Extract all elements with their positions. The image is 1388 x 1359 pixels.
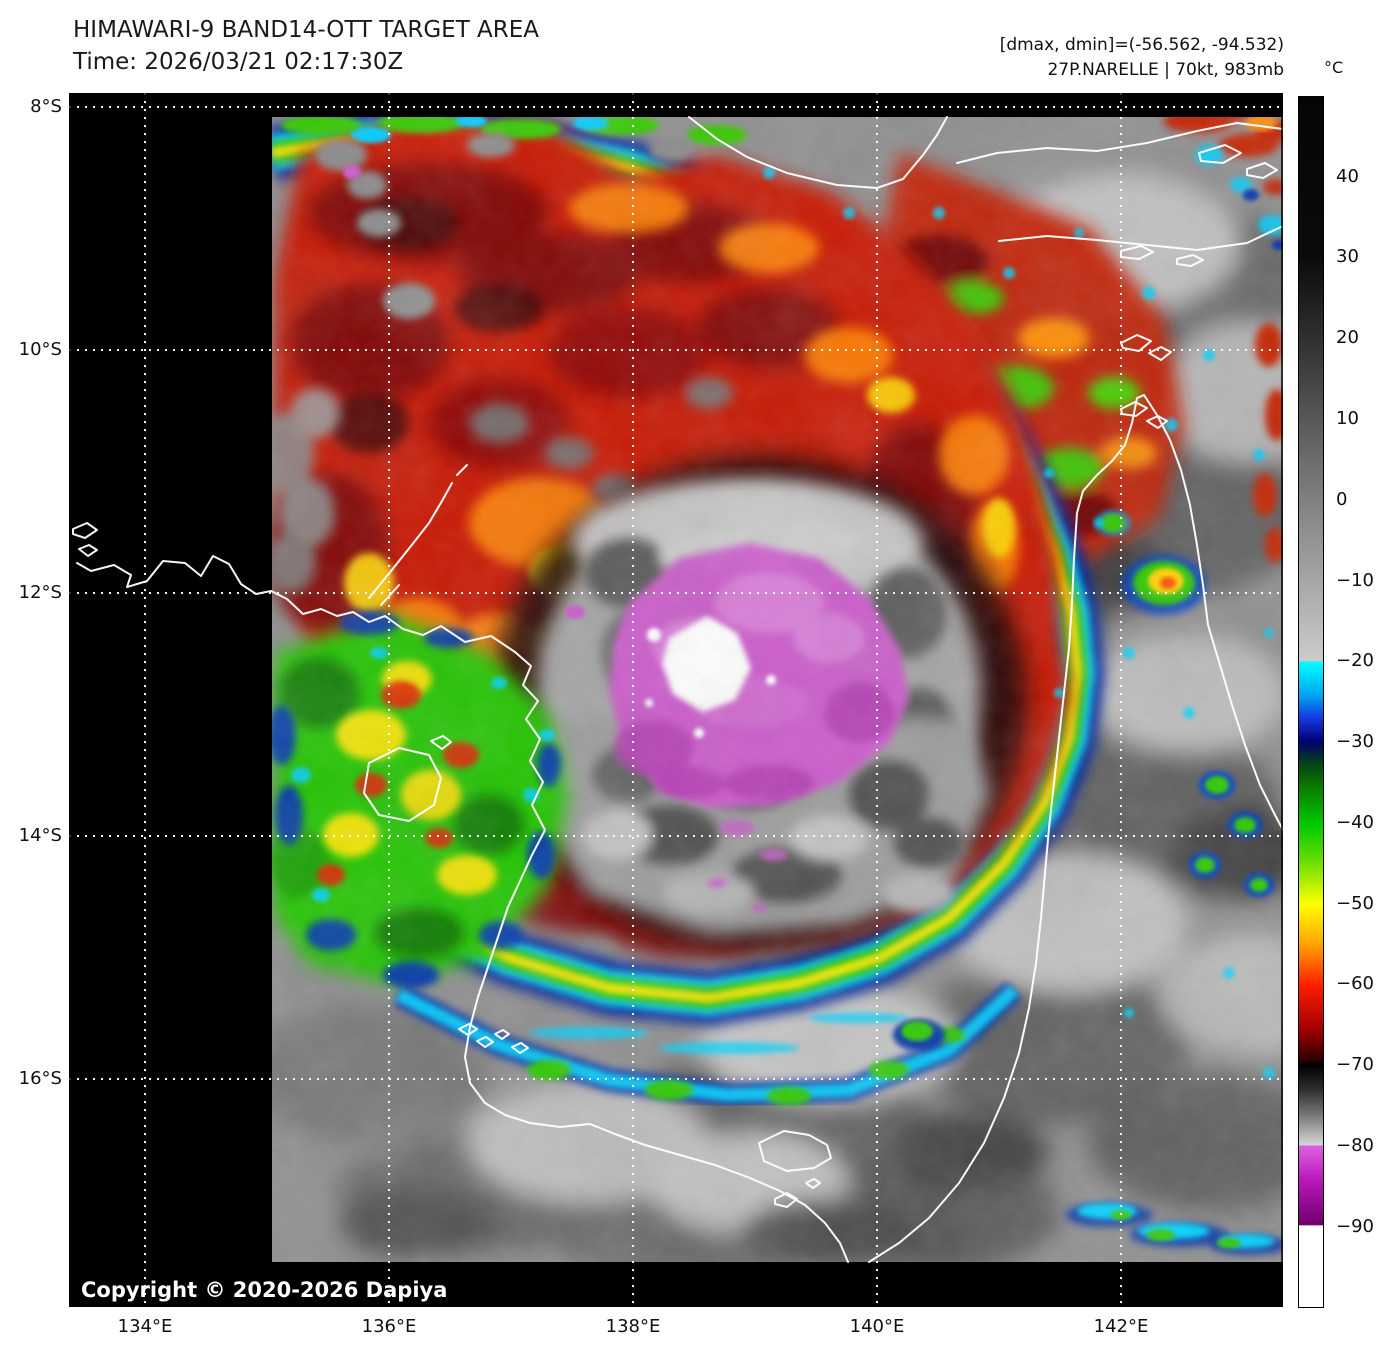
coastline: [72, 116, 1283, 1263]
colorbar-tick: 10: [1336, 408, 1359, 429]
figure-header: HIMAWARI-9 BAND14-OTT TARGET AREA Time: …: [73, 14, 539, 78]
colorbar-tick: −50: [1336, 893, 1374, 914]
lat-tick-16s: 16°S: [18, 1068, 62, 1089]
lon-tick-142e: 142°E: [1093, 1316, 1149, 1337]
lat-tick-10s: 10°S: [18, 339, 62, 360]
colorbar-tick: −60: [1336, 973, 1374, 994]
satellite-map: Copyright © 2020-2026 Dapiya: [69, 93, 1283, 1307]
colorbar-tick: −20: [1336, 650, 1374, 671]
colorbar-tick: 30: [1336, 246, 1359, 267]
dmax-dmin-readout: [dmax, dmin]=(-56.562, -94.532): [999, 35, 1284, 55]
temperature-colorbar: [1298, 96, 1324, 1308]
lat-tick-12s: 12°S: [18, 582, 62, 603]
colorbar-unit-label: °C: [1324, 58, 1344, 77]
colorbar-tick: 0: [1336, 489, 1348, 510]
lon-tick-134e: 134°E: [117, 1316, 173, 1337]
plot-border: [69, 93, 1283, 1307]
page-title: HIMAWARI-9 BAND14-OTT TARGET AREA: [73, 17, 540, 43]
colorbar-tick: −10: [1336, 570, 1374, 591]
infrared-cloud-imagery: [272, 117, 1283, 1262]
colorbar-tick: 40: [1336, 166, 1359, 187]
colorbar-tick: −80: [1336, 1135, 1374, 1156]
colorbar-tick: −90: [1336, 1216, 1374, 1237]
lat-tick-14s: 14°S: [18, 825, 62, 846]
lon-tick-140e: 140°E: [849, 1316, 905, 1337]
lon-tick-136e: 136°E: [361, 1316, 417, 1337]
storm-intensity-readout: 27P.NARELLE | 70kt, 983mb: [1047, 60, 1284, 80]
colorbar-tick: −30: [1336, 731, 1374, 752]
colorbar-tick: −40: [1336, 812, 1374, 833]
copyright-label: Copyright © 2020-2026 Dapiya: [81, 1278, 447, 1302]
colorbar-tick: −70: [1336, 1054, 1374, 1075]
lat-tick-8s: 8°S: [30, 96, 62, 117]
timestamp: Time: 2026/03/21 02:17:30Z: [73, 49, 404, 75]
header-annotations: [dmax, dmin]=(-56.562, -94.532) 27P.NARE…: [1000, 33, 1284, 83]
lon-tick-138e: 138°E: [605, 1316, 661, 1337]
colorbar-tick: 20: [1336, 327, 1359, 348]
